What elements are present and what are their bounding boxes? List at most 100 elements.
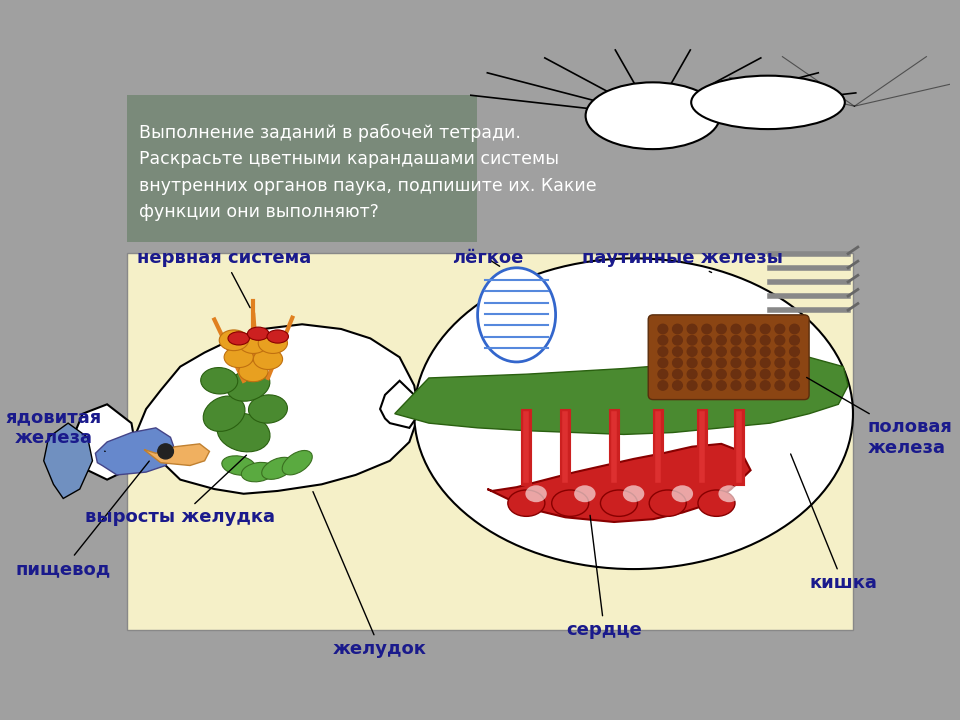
Ellipse shape <box>691 76 845 129</box>
Ellipse shape <box>525 485 547 503</box>
Circle shape <box>789 324 800 333</box>
Circle shape <box>775 381 784 390</box>
Circle shape <box>658 347 668 356</box>
Ellipse shape <box>649 490 686 516</box>
Text: сердце: сердце <box>566 516 642 639</box>
Circle shape <box>716 358 726 368</box>
Circle shape <box>746 369 756 379</box>
FancyBboxPatch shape <box>648 315 809 400</box>
Circle shape <box>687 369 697 379</box>
Ellipse shape <box>282 451 312 475</box>
Circle shape <box>746 347 756 356</box>
Circle shape <box>760 324 770 333</box>
FancyBboxPatch shape <box>128 95 477 242</box>
Circle shape <box>157 444 174 459</box>
Circle shape <box>746 358 756 368</box>
Ellipse shape <box>228 332 250 345</box>
Circle shape <box>746 336 756 345</box>
Circle shape <box>716 336 726 345</box>
Circle shape <box>716 347 726 356</box>
Circle shape <box>775 347 784 356</box>
Circle shape <box>687 324 697 333</box>
Circle shape <box>673 336 683 345</box>
Circle shape <box>789 347 800 356</box>
Ellipse shape <box>672 485 693 503</box>
Circle shape <box>716 369 726 379</box>
FancyBboxPatch shape <box>128 253 852 630</box>
Ellipse shape <box>600 490 637 516</box>
Ellipse shape <box>586 82 720 149</box>
Circle shape <box>775 336 784 345</box>
Polygon shape <box>95 428 176 475</box>
Text: выросты желудка: выросты желудка <box>85 455 276 526</box>
Circle shape <box>789 381 800 390</box>
Circle shape <box>658 358 668 368</box>
Circle shape <box>775 369 784 379</box>
Polygon shape <box>73 405 136 480</box>
Ellipse shape <box>250 394 287 424</box>
Circle shape <box>775 358 784 368</box>
Ellipse shape <box>203 397 246 431</box>
Ellipse shape <box>239 361 268 382</box>
Polygon shape <box>136 324 420 494</box>
Circle shape <box>702 369 711 379</box>
Polygon shape <box>380 381 420 428</box>
Circle shape <box>687 336 697 345</box>
Ellipse shape <box>258 333 287 354</box>
Circle shape <box>673 347 683 356</box>
Circle shape <box>732 347 741 356</box>
Polygon shape <box>44 423 92 498</box>
Text: пищевод: пищевод <box>15 461 149 578</box>
Circle shape <box>702 324 711 333</box>
Circle shape <box>716 324 726 333</box>
Polygon shape <box>488 444 751 522</box>
Circle shape <box>775 324 784 333</box>
Circle shape <box>760 336 770 345</box>
Ellipse shape <box>574 485 595 503</box>
Text: нервная система: нервная система <box>137 249 311 307</box>
Circle shape <box>732 324 741 333</box>
Circle shape <box>760 347 770 356</box>
Circle shape <box>732 336 741 345</box>
Ellipse shape <box>222 456 255 475</box>
Text: лёгкое: лёгкое <box>451 249 523 267</box>
Circle shape <box>658 324 668 333</box>
Ellipse shape <box>414 258 853 569</box>
Circle shape <box>760 381 770 390</box>
Circle shape <box>658 381 668 390</box>
Circle shape <box>760 369 770 379</box>
Circle shape <box>658 369 668 379</box>
Polygon shape <box>395 357 848 434</box>
Ellipse shape <box>623 485 644 503</box>
Circle shape <box>673 369 683 379</box>
Ellipse shape <box>217 413 270 452</box>
Ellipse shape <box>267 330 288 343</box>
Circle shape <box>673 324 683 333</box>
Circle shape <box>687 358 697 368</box>
Ellipse shape <box>698 490 735 516</box>
Text: кишка: кишка <box>791 454 877 592</box>
Circle shape <box>687 347 697 356</box>
Ellipse shape <box>718 485 740 503</box>
Ellipse shape <box>262 457 294 480</box>
Text: паутинные железы: паутинные железы <box>582 249 782 272</box>
Circle shape <box>789 336 800 345</box>
Circle shape <box>673 381 683 390</box>
Circle shape <box>789 358 800 368</box>
Circle shape <box>702 347 711 356</box>
Circle shape <box>702 336 711 345</box>
Ellipse shape <box>253 348 282 369</box>
Ellipse shape <box>224 347 253 368</box>
Ellipse shape <box>239 333 268 354</box>
Text: желудок: желудок <box>313 492 427 658</box>
Circle shape <box>702 381 711 390</box>
Circle shape <box>702 358 711 368</box>
Ellipse shape <box>219 330 249 351</box>
Circle shape <box>658 336 668 345</box>
Circle shape <box>760 358 770 368</box>
Circle shape <box>673 358 683 368</box>
Circle shape <box>746 381 756 390</box>
Circle shape <box>732 369 741 379</box>
Circle shape <box>716 381 726 390</box>
Text: половая
железа: половая железа <box>806 377 952 456</box>
